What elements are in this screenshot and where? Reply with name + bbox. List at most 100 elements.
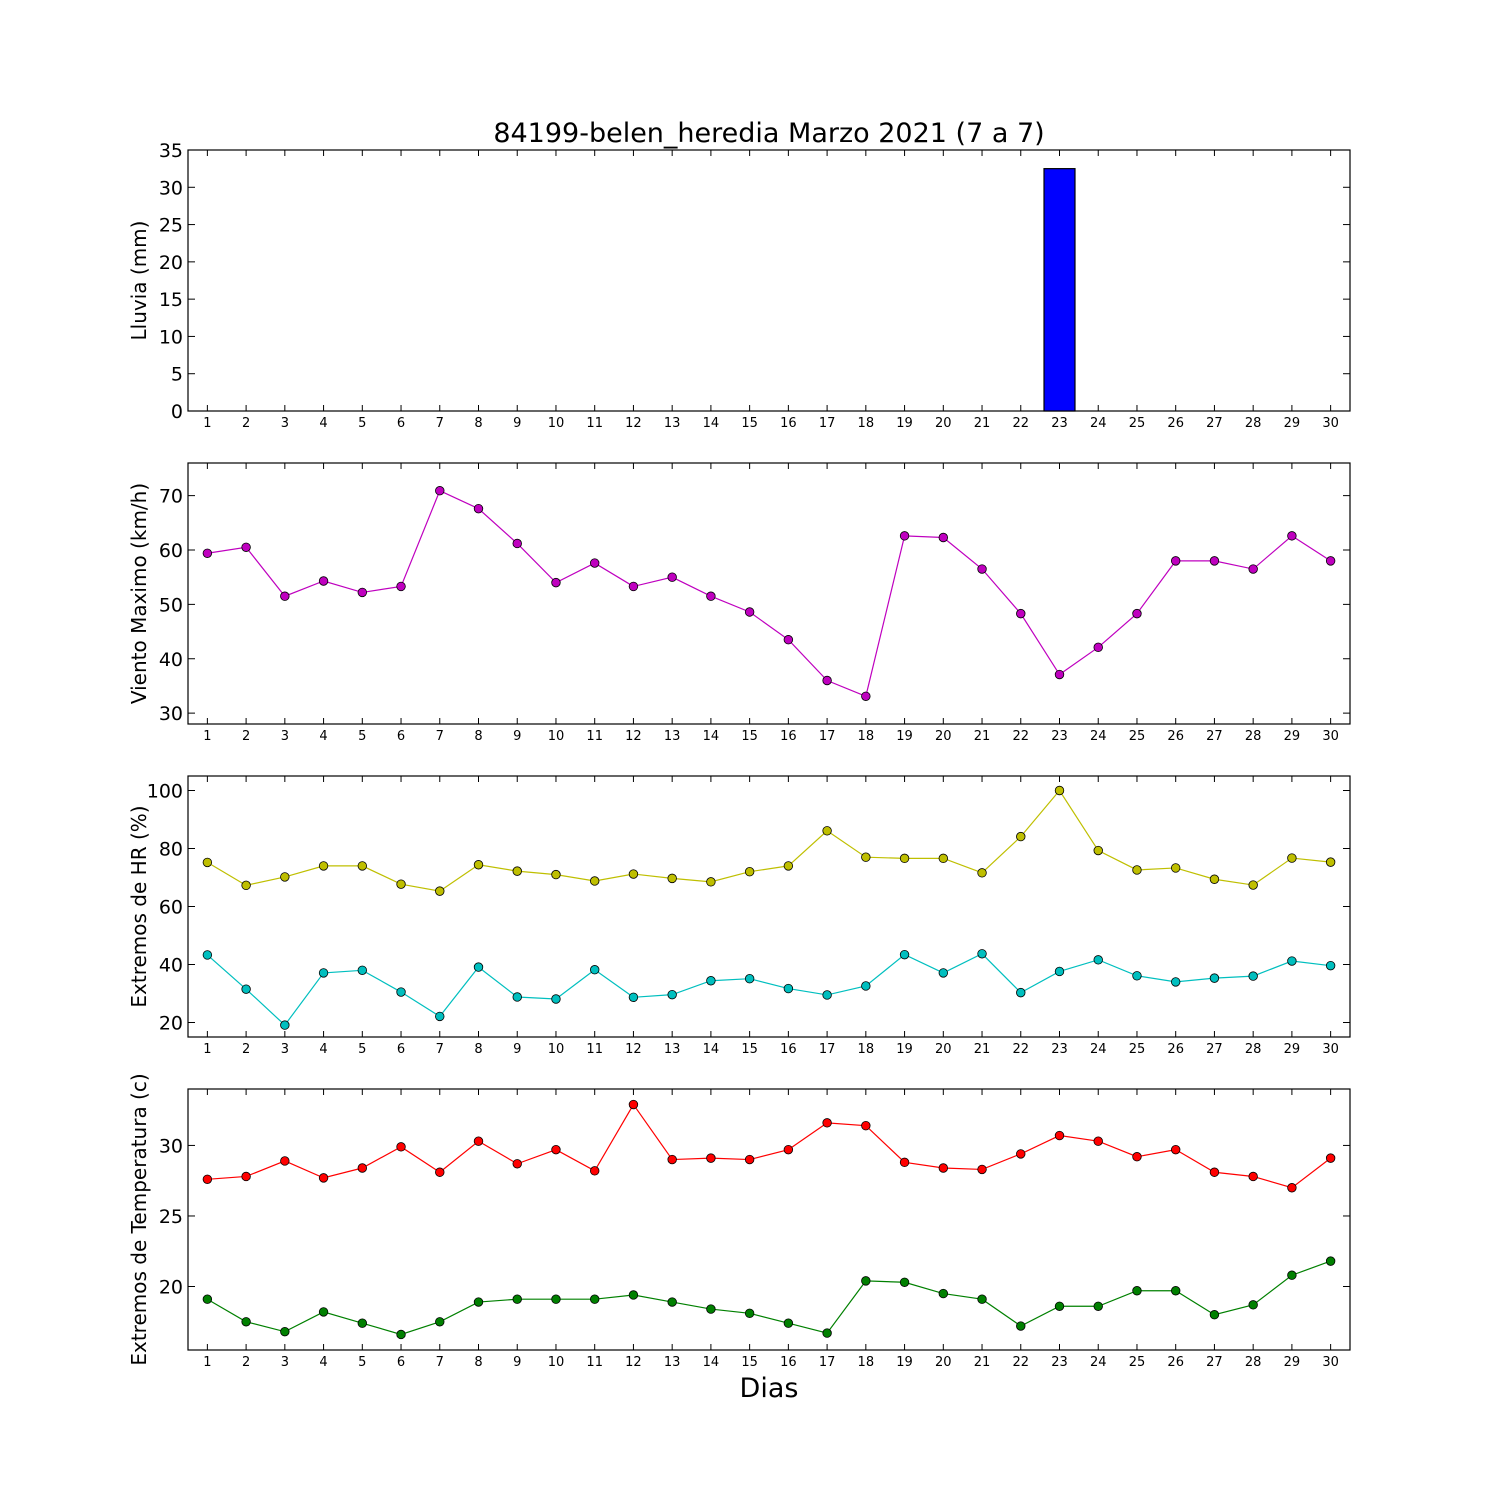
- panel-4-series-2-point: [1016, 1321, 1026, 1331]
- panel-4-series-2-point: [473, 1297, 484, 1307]
- panel-1-xtick-label: 19: [896, 416, 913, 431]
- panel-3-series-2-point: [1287, 956, 1297, 966]
- panel-1-xtick-label: 8: [474, 416, 482, 431]
- panel-1-xtick-label: 5: [358, 416, 366, 431]
- panel-1-xtick-label: 24: [1090, 416, 1107, 431]
- panel-3-series-1-point: [318, 861, 329, 871]
- panel-3-xtick-label: 29: [1284, 1042, 1301, 1057]
- panel-3-xtick-label: 2: [242, 1042, 250, 1057]
- panel-4-xtick-label: 4: [319, 1355, 327, 1370]
- panel-3-xtick-label: 9: [513, 1042, 521, 1057]
- panel-2-series-1-point: [977, 564, 987, 574]
- panel-2-xtick-label: 13: [664, 729, 681, 744]
- panel-3-ytick-label: 40: [159, 955, 183, 977]
- panel-4-series-1-point: [1248, 1171, 1258, 1182]
- panel-1-frame: [187, 149, 1351, 412]
- panel-2-xtick-label: 9: [513, 729, 521, 744]
- panel-3-series-2-point: [861, 981, 871, 991]
- panel-3-series-1-point: [241, 880, 251, 891]
- panel-3-xtick-label: 3: [281, 1042, 289, 1057]
- panel-2-series-1-point: [202, 548, 213, 558]
- panel-2-xtick-label: 1: [203, 729, 211, 744]
- panel-3-series-1-point: [1093, 845, 1103, 856]
- panel-3-xtick-label: 21: [974, 1042, 991, 1057]
- panel-3-xtick-label: 6: [397, 1042, 405, 1057]
- panel-1-ytick-label: 5: [171, 364, 183, 386]
- panel-4-series-2-point: [435, 1317, 445, 1327]
- panel-2-ytick-label: 40: [159, 649, 183, 671]
- panel-1-xtick-label: 1: [203, 416, 211, 431]
- panel-4-ytick-label: 30: [159, 1135, 183, 1157]
- panel-3-xtick-label: 15: [741, 1042, 758, 1057]
- panel-3-xtick-label: 13: [664, 1042, 681, 1057]
- panel-2-xtick-label: 3: [281, 729, 289, 744]
- panel-4-xtick-label: 24: [1090, 1355, 1107, 1370]
- panel-3-series-1-point: [667, 873, 677, 884]
- panel-4-series-1-point: [318, 1173, 329, 1183]
- panel-3-series-1-point: [1170, 863, 1181, 873]
- panel-1-xtick-label: 30: [1322, 416, 1339, 431]
- panel-3-series-2-point: [318, 968, 329, 978]
- panel-4-series-1-point: [822, 1118, 832, 1128]
- panel-2-series-1-point: [512, 538, 522, 549]
- panel-4-xtick-label: 6: [397, 1355, 405, 1370]
- panel-4-series-2-point: [899, 1277, 910, 1287]
- panel-3-xtick-label: 11: [586, 1042, 603, 1057]
- panel-1-xtick-label: 29: [1284, 416, 1301, 431]
- panel-4-series-2-point: [1325, 1256, 1336, 1266]
- panel-3-series-1-point: [861, 852, 871, 862]
- panel-3-series-1-point: [977, 868, 987, 878]
- panel-2-y-axis-label: Viento Maximo (km/h): [127, 483, 151, 704]
- panel-4-xtick-label: 21: [974, 1355, 991, 1370]
- panel-2-series-1-point: [1170, 556, 1181, 566]
- panel-3-series-2-point: [1093, 955, 1103, 965]
- panel-2-series-1-point: [1287, 531, 1297, 541]
- panel-3-series-2-point: [628, 992, 639, 1002]
- panel-1-ytick-label: 10: [159, 326, 183, 348]
- panel-1-ytick-label: 25: [159, 215, 183, 237]
- panel-3-xtick-label: 4: [319, 1042, 327, 1057]
- panel-4-xtick-label: 3: [281, 1355, 289, 1370]
- panel-3-xtick-label: 1: [203, 1042, 211, 1057]
- panel-4-ytick-label: 20: [159, 1277, 183, 1299]
- panel-2-xtick-label: 5: [358, 729, 366, 744]
- panel-3-series-2-point: [202, 950, 213, 960]
- panel-1-ytick-label: 20: [159, 252, 183, 274]
- panel-4-series-1-point: [744, 1154, 755, 1165]
- panel-2-series-1-point: [435, 486, 445, 496]
- panel-4-series-1-point: [202, 1174, 213, 1184]
- panel-2-series-1-point: [1093, 642, 1103, 653]
- panel-3-series-2-point: [899, 949, 910, 960]
- panel-4-series-2-point: [1248, 1300, 1258, 1310]
- panel-2-xtick-label: 14: [703, 729, 720, 744]
- panel-4-series-1-point: [280, 1156, 290, 1166]
- panel-3-series-1-point: [590, 876, 600, 886]
- panel-3-ytick-label: 20: [159, 1013, 183, 1035]
- panel-4-series-1-point: [938, 1163, 949, 1173]
- panel-4-series-1-point: [396, 1142, 406, 1152]
- panel-3-series-2-point: [241, 984, 251, 994]
- panel-4-xtick-label: 13: [664, 1355, 681, 1370]
- panel-4-series-2-point: [667, 1297, 677, 1307]
- panel-4-xtick-label: 27: [1206, 1355, 1223, 1370]
- panel-3-series-2-point: [512, 992, 522, 1002]
- panel-1-xtick-label: 2: [242, 416, 250, 431]
- panel-3-series-1-point: [551, 869, 561, 880]
- panel-4-series-2-point: [706, 1304, 716, 1314]
- panel-4-series-2-point: [783, 1318, 794, 1328]
- panel-2-series-1-point: [318, 576, 329, 586]
- panel-2-xtick-label: 20: [935, 729, 952, 744]
- panel-4-series-2-point: [1132, 1286, 1142, 1296]
- panel-1-xtick-label: 20: [935, 416, 952, 431]
- panel-4-series-1-point: [861, 1120, 871, 1131]
- panel-4-series-2-point: [1287, 1270, 1297, 1280]
- panel-4-xtick-label: 23: [1051, 1355, 1068, 1370]
- panel-4-xtick-label: 8: [474, 1355, 482, 1370]
- panel-4-xtick-label: 28: [1245, 1355, 1262, 1370]
- panel-1-xtick-label: 17: [819, 416, 836, 431]
- panel-3-series-1-point: [938, 853, 949, 864]
- panel-3-xtick-label: 16: [780, 1042, 797, 1057]
- panel-3-xtick-label: 12: [625, 1042, 642, 1057]
- panel-4-series-1-point: [357, 1163, 368, 1173]
